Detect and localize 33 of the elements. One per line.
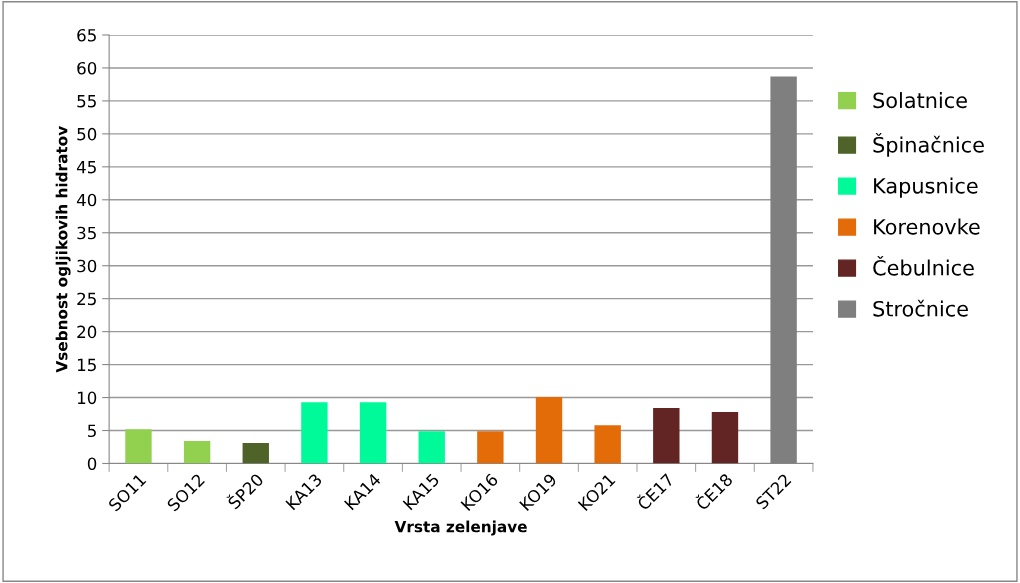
legend-label: Stročnice bbox=[873, 299, 968, 317]
y-axis-title: Vsebnost ogljikovih hidratov bbox=[55, 126, 71, 373]
legend-label: Čebulnice bbox=[873, 256, 974, 276]
bar bbox=[359, 402, 387, 464]
bar bbox=[711, 412, 739, 464]
legend-label: Korenovke bbox=[874, 218, 980, 235]
bar bbox=[477, 431, 504, 464]
y-tick-label: 35 bbox=[77, 226, 96, 240]
bar bbox=[418, 431, 445, 464]
y-tick-label: 65 bbox=[77, 28, 96, 42]
y-tick-label: 30 bbox=[77, 259, 97, 273]
bar bbox=[183, 441, 211, 464]
legend-label: Solatnice bbox=[873, 92, 967, 109]
bar bbox=[653, 408, 680, 464]
y-tick-label: 45 bbox=[76, 161, 96, 174]
bar bbox=[535, 396, 563, 464]
y-tick-label: 50 bbox=[77, 127, 97, 141]
y-tick-label: 40 bbox=[76, 193, 97, 207]
y-tick-label: 25 bbox=[77, 292, 96, 306]
y-tick-label: 5 bbox=[88, 424, 96, 438]
y-tick-label: 60 bbox=[77, 61, 97, 75]
legend-label: Špinačnice bbox=[873, 133, 984, 157]
y-tick-label: 10 bbox=[77, 391, 97, 405]
legend-label: Kapusnice bbox=[874, 177, 978, 198]
bar bbox=[125, 429, 152, 464]
y-tick-label: 15 bbox=[77, 358, 96, 372]
bar bbox=[242, 443, 269, 464]
bar bbox=[301, 402, 328, 464]
y-tick-label: 0 bbox=[87, 457, 97, 471]
bar bbox=[594, 425, 621, 464]
y-tick-label: 20 bbox=[77, 325, 97, 339]
x-axis-title: Vrsta zelenjave bbox=[394, 520, 527, 536]
y-tick-label: 55 bbox=[77, 95, 96, 108]
